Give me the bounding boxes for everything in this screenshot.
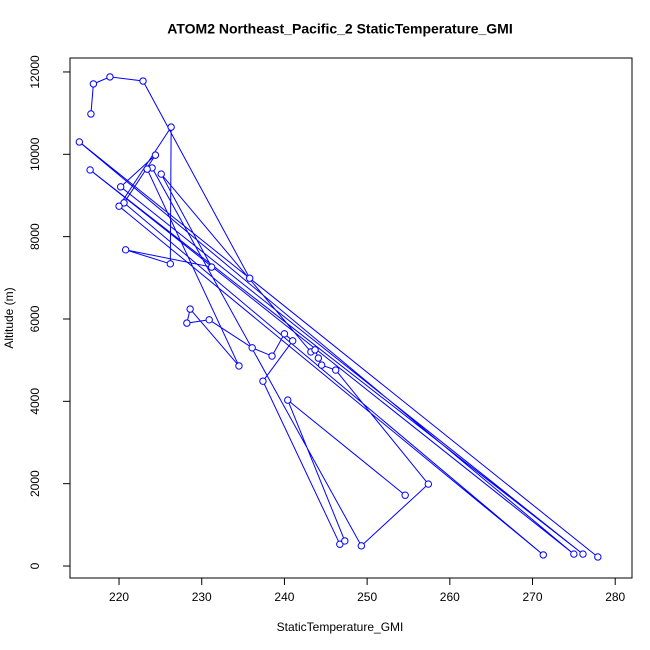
data-point <box>89 80 98 88</box>
y-tick-label: 6000 <box>28 305 42 332</box>
y-tick-label: 8000 <box>28 223 42 250</box>
x-tick-label: 220 <box>109 590 129 604</box>
y-tick-label: 10000 <box>28 137 42 171</box>
data-point <box>151 151 160 159</box>
data-point <box>594 553 602 561</box>
data-point <box>245 274 254 282</box>
data-point <box>336 540 344 548</box>
data-point <box>207 263 216 271</box>
x-axis-label: StaticTemperature_GMI <box>277 620 404 634</box>
x-tick-label: 280 <box>605 590 625 604</box>
chart-title: ATOM2 Northeast_Pacific_2 StaticTemperat… <box>167 21 512 37</box>
data-point <box>120 199 128 207</box>
data-point <box>284 396 292 404</box>
data-point <box>116 183 125 191</box>
data-point <box>75 138 84 146</box>
data-point <box>86 166 94 174</box>
data-point <box>205 316 213 324</box>
data-point <box>401 491 409 499</box>
y-tick-label: 12000 <box>28 55 42 89</box>
data-point <box>332 366 340 374</box>
x-tick-label: 230 <box>192 590 212 604</box>
x-tick-label: 260 <box>440 590 460 604</box>
data-point <box>167 123 175 131</box>
data-point <box>186 305 194 313</box>
data-point <box>288 337 297 345</box>
data-point <box>579 550 587 558</box>
data-point <box>311 346 319 354</box>
y-axis-label: Altitude (m) <box>2 287 16 348</box>
x-tick-label: 270 <box>523 590 543 604</box>
x-tick-label: 240 <box>274 590 294 604</box>
y-tick-label: 4000 <box>28 388 42 415</box>
plot-frame <box>69 57 633 579</box>
data-point <box>424 480 433 488</box>
x-tick-label: 250 <box>357 590 377 604</box>
data-point <box>570 550 578 558</box>
data-point <box>121 246 130 254</box>
data-point <box>106 73 114 81</box>
data-point <box>157 170 165 178</box>
data-point <box>166 260 175 268</box>
data-point <box>317 361 326 369</box>
y-tick-label: 0 <box>28 562 42 569</box>
data-point <box>280 330 289 338</box>
data-point <box>183 319 191 327</box>
data-point <box>341 537 349 545</box>
data-point <box>143 165 151 173</box>
data-point <box>115 202 123 210</box>
data-point <box>235 362 243 370</box>
data-point <box>314 354 323 362</box>
data-point <box>539 551 547 559</box>
data-point <box>357 542 366 550</box>
data-line <box>79 76 599 558</box>
data-point <box>87 110 95 118</box>
data-point <box>139 77 147 85</box>
data-point <box>268 352 276 360</box>
y-tick-label: 2000 <box>28 470 42 497</box>
data-point <box>259 377 267 385</box>
data-point <box>248 344 256 352</box>
